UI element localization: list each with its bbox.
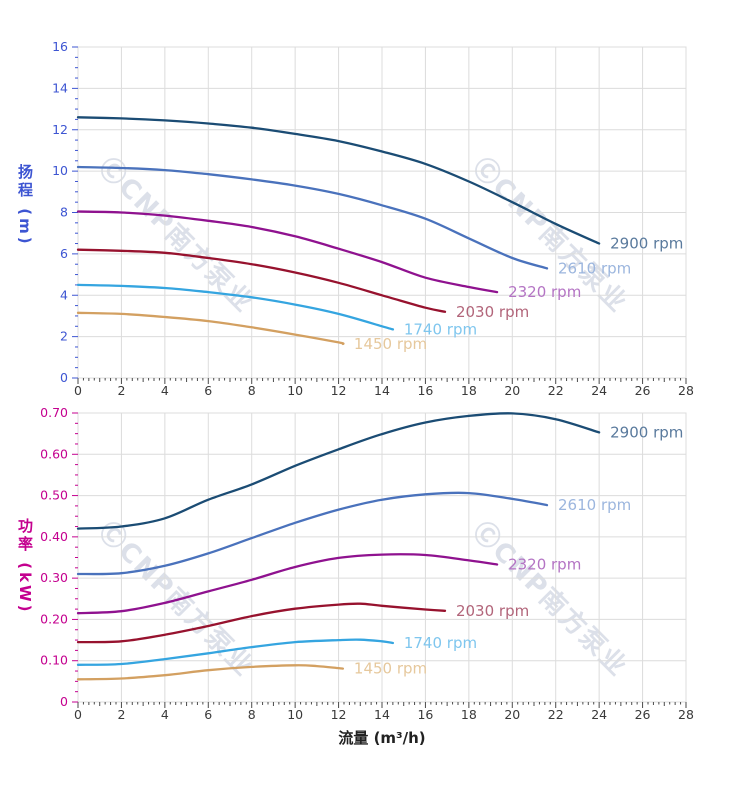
series-path-2900 [76,412,601,530]
x-tick-label: 16 [417,383,433,398]
x-tick-label: 20 [504,383,520,398]
x-tick-label: 28 [678,383,694,398]
x-tick-label: 4 [161,383,169,398]
x-tick-label: 26 [635,383,651,398]
series-label-2610: 2610 rpm [558,259,631,277]
x-tick-label: 22 [548,383,564,398]
x-tick-label: 0 [74,707,82,722]
flow-axis-title: 流量 (m³/h) [338,729,426,747]
x-tick-label: 4 [161,707,169,722]
y-tick-label: 0 [60,370,68,385]
x-tick-label: 20 [504,707,520,722]
series-path-1450 [76,664,345,681]
series-path-2030 [76,602,447,644]
y-tick-label: 0.40 [40,529,68,544]
series-path-2320 [76,553,499,615]
y-tick-label: 10 [52,163,68,178]
x-tick-label: 12 [331,383,347,398]
y-tick-label: 0.60 [40,446,68,461]
y-tick-label: 6 [60,246,68,261]
x-tick-label: 18 [461,707,477,722]
series-label-1450: 1450 rpm [354,335,427,353]
x-tick-label: 16 [417,707,433,722]
series-label-2030: 2030 rpm [456,303,529,321]
series-path-2320 [76,210,499,294]
y-tick-label: 8 [60,205,68,220]
y-tick-label: 0.50 [40,488,68,503]
x-tick-label: 10 [287,707,303,722]
series-label-2320: 2320 rpm [508,556,581,574]
series-label-2320: 2320 rpm [508,283,581,301]
x-tick-label: 28 [678,707,694,722]
series-label-1740: 1740 rpm [404,320,477,338]
x-tick-label: 8 [248,383,256,398]
x-tick-label: 18 [461,383,477,398]
series-label-2030: 2030 rpm [456,602,529,620]
x-tick-label: 24 [591,383,607,398]
x-tick-label: 26 [635,707,651,722]
y-tick-label: 14 [52,80,68,95]
series-path-1740 [76,638,395,666]
x-tick-label: 0 [74,383,82,398]
power-axis-title: 功率 (kW) [16,518,34,615]
x-tick-label: 2 [117,707,125,722]
y-tick-label: 0.70 [40,405,68,420]
y-tick-label: 0.20 [40,611,68,626]
x-tick-label: 6 [204,707,212,722]
series-path-2610 [76,165,549,270]
series-path-2610 [76,491,549,576]
x-tick-label: 8 [248,707,256,722]
x-tick-label: 12 [331,707,347,722]
x-tick-label: 22 [548,707,564,722]
x-tick-label: 24 [591,707,607,722]
series-path-2030 [76,248,447,313]
y-tick-label: 12 [52,122,68,137]
x-tick-label: 2 [117,383,125,398]
y-tick-label: 0.10 [40,653,68,668]
y-tick-label: 16 [52,39,68,54]
x-tick-label: 14 [374,707,390,722]
x-tick-label: 14 [374,383,390,398]
series-label-2610: 2610 rpm [558,496,631,514]
series-label-2900: 2900 rpm [610,423,683,441]
series-label-1450: 1450 rpm [354,660,427,678]
series-path-2900 [76,116,601,245]
series-path-1740 [76,283,395,331]
series-path-1450 [76,311,345,346]
x-tick-label: 10 [287,383,303,398]
y-tick-label: 0.30 [40,570,68,585]
x-tick-label: 6 [204,383,212,398]
series-label-2900: 2900 rpm [610,235,683,253]
series-label-1740: 1740 rpm [404,634,477,652]
head-axis-title: 扬程 (m) [16,164,34,247]
y-tick-label: 2 [60,329,68,344]
y-tick-label: 4 [60,287,68,302]
y-tick-label: 0 [60,694,68,709]
